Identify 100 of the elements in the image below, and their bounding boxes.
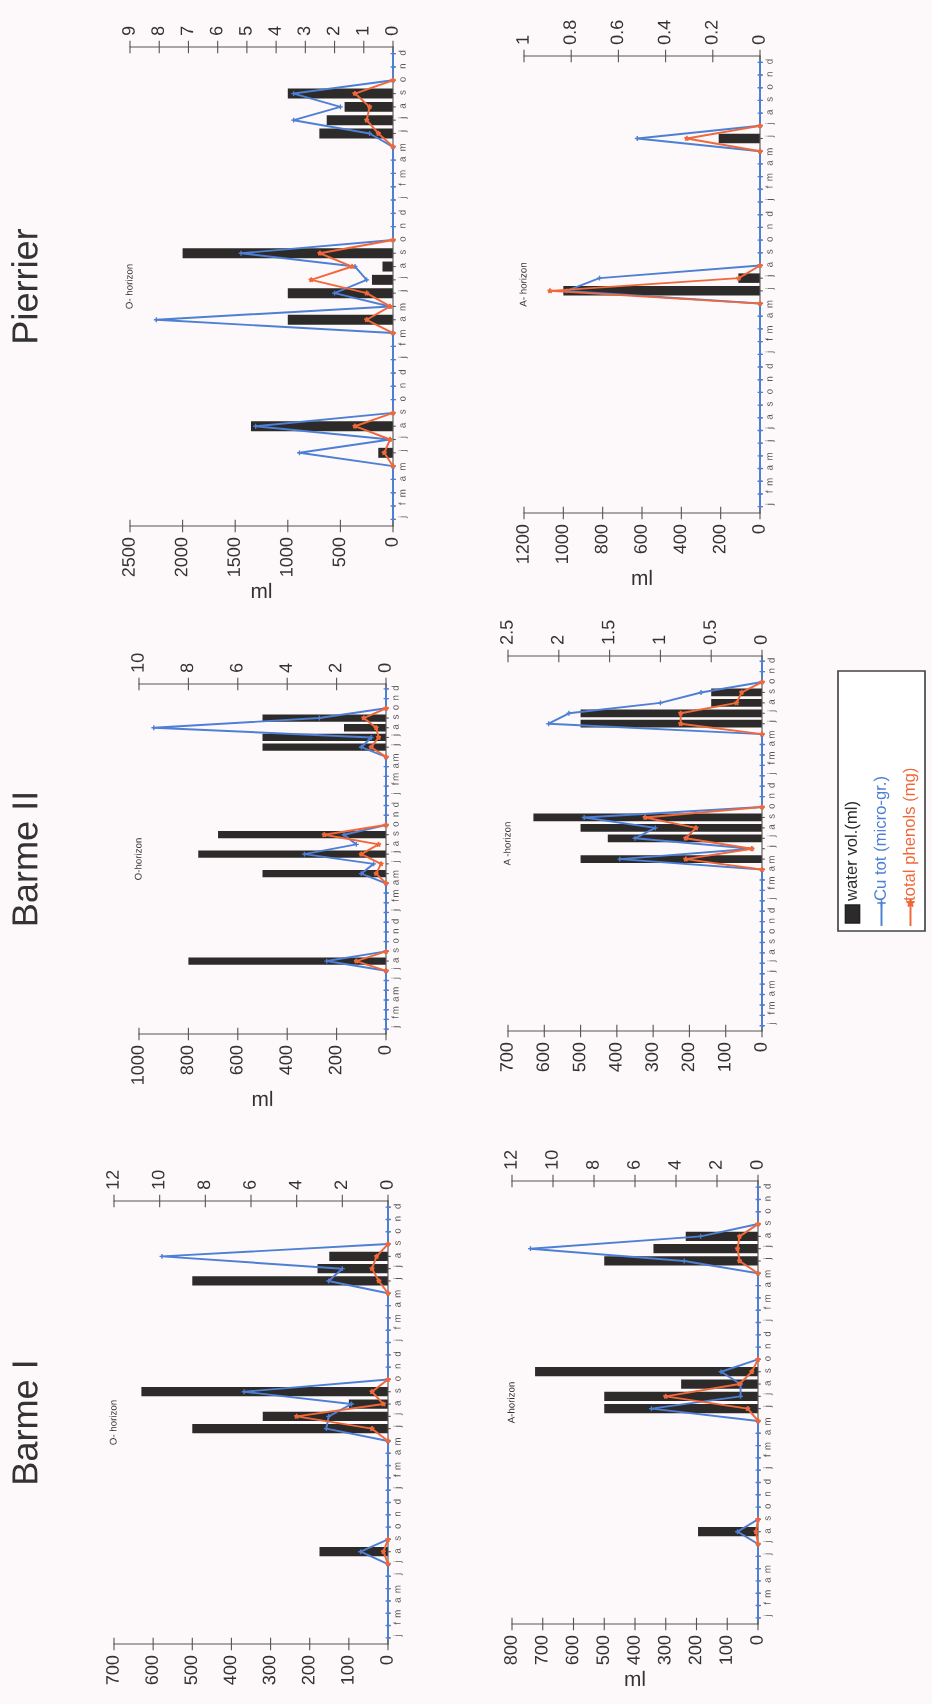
- y-tick-label: j: [391, 851, 401, 854]
- x2-tick-label: 8: [586, 1160, 599, 1170]
- y-tick-label: j: [398, 356, 408, 359]
- y-tick-label: m: [393, 773, 399, 781]
- y-tick-label: d: [767, 908, 775, 913]
- y-tick-label: j: [391, 734, 401, 737]
- x-tick-label: 0: [754, 1042, 767, 1052]
- x2-tick-label: 8: [197, 1180, 211, 1190]
- y-tick-label: m: [395, 1585, 401, 1593]
- y-tick-label: m: [769, 856, 775, 864]
- y-tick-label: a: [769, 949, 775, 955]
- y-tick-label: d: [765, 364, 773, 369]
- y-tick-label: o: [767, 84, 773, 90]
- y-tick-label: m: [395, 1610, 401, 1618]
- y-tick-label: d: [391, 802, 399, 807]
- y-tick-label: f: [391, 782, 399, 786]
- x-tick-label: 500: [332, 537, 346, 567]
- y-tick-label: o: [769, 803, 775, 809]
- y-tick-label: m: [767, 452, 773, 460]
- y-tick-label: j: [763, 1467, 773, 1470]
- x-tick-label: 200: [301, 1655, 315, 1685]
- y-tick-label: a: [400, 103, 406, 109]
- annotation: O-horizon: [134, 838, 142, 880]
- y-tick-label: n: [769, 918, 775, 923]
- x2-tick-label: 1: [516, 35, 529, 44]
- y-tick-label: f: [398, 502, 406, 506]
- y-tick-label: j: [398, 516, 408, 519]
- x2-tick-label: 2: [328, 663, 342, 672]
- y-tick-label: f: [393, 1326, 401, 1330]
- x-tick-label: 400: [627, 1635, 640, 1665]
- y-tick-label: f: [765, 338, 773, 341]
- y-tick-label: a: [400, 422, 406, 428]
- y-tick-label: s: [400, 250, 406, 255]
- y-tick-label: m: [769, 877, 775, 884]
- y-tick-label: j: [393, 1487, 403, 1490]
- x2-tick-label: 2: [334, 1180, 347, 1189]
- y-tick-label: j: [393, 1413, 403, 1416]
- y-tick-label: m: [400, 143, 406, 151]
- x2-tick-label: 6: [229, 663, 243, 672]
- x-tick-label: 200: [328, 1045, 342, 1075]
- y-tick-label: n: [393, 695, 399, 700]
- y-tick-label: s: [395, 1240, 401, 1246]
- y-tick-label: a: [395, 1449, 401, 1455]
- y-tick-label: j: [393, 1339, 403, 1342]
- x-tick-label: 700: [500, 1042, 513, 1072]
- y-tick-label: o: [395, 1376, 401, 1381]
- y-tick-label: a: [395, 1400, 401, 1406]
- y-tick-label: o: [393, 821, 399, 827]
- x2-tick-label: 0: [380, 1180, 393, 1190]
- y-tick-label: j: [763, 1319, 773, 1322]
- text: Pierrier: [11, 228, 38, 342]
- y-tick-label: j: [393, 1265, 403, 1268]
- x-tick-label: 300: [657, 1635, 671, 1665]
- y-tick-label: j: [398, 117, 408, 120]
- y-tick-label: j: [398, 276, 408, 279]
- y-tick-label: j: [767, 710, 777, 713]
- y-tick-label: o: [393, 705, 399, 710]
- y-tick-label: j: [398, 197, 408, 199]
- x2-tick-label: 2: [550, 635, 564, 644]
- x2-tick-label: 1: [356, 26, 369, 35]
- y-tick-label: j: [398, 436, 408, 439]
- x-tick-label: 400: [223, 1655, 237, 1685]
- y-tick-label: a: [767, 160, 773, 166]
- x2-tick-label: 0: [378, 663, 391, 673]
- y-tick-label: d: [391, 685, 399, 691]
- y-tick-label: o: [765, 1503, 771, 1509]
- annotation: A-horizon: [507, 1382, 515, 1424]
- x2-tick-label: 12: [504, 1150, 517, 1169]
- x2-tick-label: 0: [385, 26, 398, 36]
- y-tick-label: o: [769, 928, 775, 934]
- x-axis-title: ml: [625, 1670, 645, 1686]
- y-tick-label: o: [400, 396, 406, 402]
- x-tick-label: 800: [594, 524, 608, 554]
- y-tick-label: j: [763, 1553, 773, 1556]
- x-tick-label: 600: [145, 1655, 158, 1685]
- y-tick-label: o: [769, 678, 775, 684]
- x-axis-title: ml: [252, 1090, 273, 1106]
- y-tick-label: j: [767, 1022, 777, 1025]
- y-tick-label: a: [765, 1429, 771, 1435]
- y-tick-label: j: [763, 1258, 773, 1260]
- y-tick-label: j: [767, 845, 777, 848]
- annotation: A -horizon: [503, 822, 511, 866]
- x-tick-label: 300: [262, 1655, 276, 1685]
- y-tick-label: o: [400, 77, 406, 82]
- text: Cu tot (micro-gr.): [873, 777, 890, 901]
- y-tick-label: m: [769, 752, 775, 759]
- x-axis-title: ml: [632, 569, 652, 585]
- x-tick-label: 700: [534, 1635, 548, 1665]
- y-tick-label: j: [765, 427, 775, 430]
- y-tick-label: d: [767, 658, 775, 663]
- x-tick-label: 800: [180, 1045, 194, 1075]
- x2-tick-label: 0: [752, 35, 765, 45]
- annotation: A- horizon: [519, 262, 527, 307]
- y-tick-label: m: [400, 303, 406, 311]
- y-tick-label: m: [400, 170, 406, 178]
- y-tick-label: f: [765, 490, 773, 493]
- y-tick-label: f: [767, 886, 775, 890]
- y-tick-label: j: [393, 1278, 403, 1280]
- y-tick-label: s: [767, 249, 773, 254]
- y-tick-label: j: [763, 1245, 773, 1248]
